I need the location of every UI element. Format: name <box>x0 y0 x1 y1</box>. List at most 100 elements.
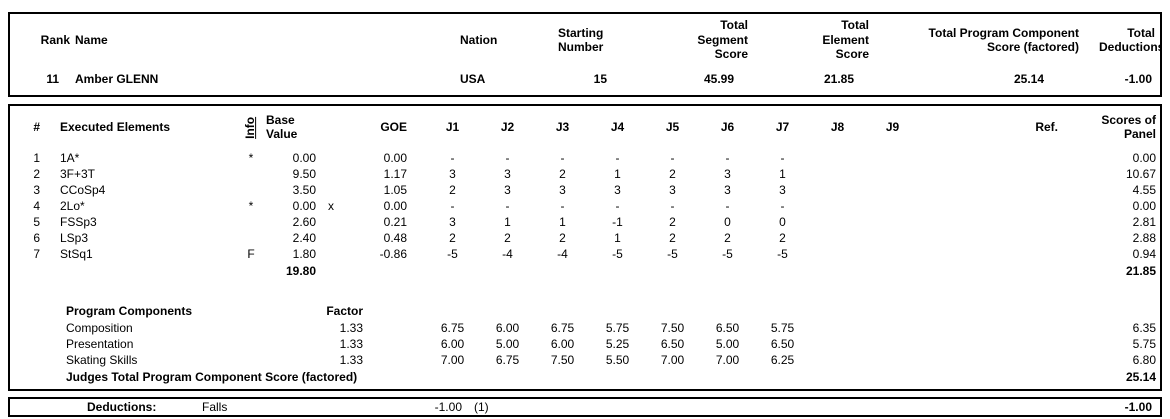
competitor-pcs-factored: 25.14 <box>1013 72 1044 86</box>
element-j5-score: - <box>670 199 675 213</box>
element-j4-score: 1 <box>614 231 621 245</box>
component-j1-score: 6.00 <box>440 337 465 351</box>
deductions-reason: Falls <box>202 400 228 414</box>
component-j5-score: 7.50 <box>660 321 685 335</box>
judges-total-row: Judges Total Program Component Score (fa… <box>10 368 1160 385</box>
component-j6-score: 5.00 <box>715 337 740 351</box>
element-j3-score: - <box>560 199 565 213</box>
component-j1-score: 6.75 <box>440 321 465 335</box>
component-j5-score: 7.00 <box>660 353 685 367</box>
element-panel-score: 0.00 <box>1132 151 1156 165</box>
element-name: 1A* <box>60 151 80 165</box>
judges-total-value: 25.14 <box>1125 369 1156 384</box>
competitor-summary-box: Rank Name Nation Starting Number Total S… <box>8 12 1162 97</box>
col-header-j2: J2 <box>500 120 515 135</box>
deductions-label: Deductions: <box>87 400 157 414</box>
col-header-nation: Nation <box>460 32 498 47</box>
component-panel-score: 5.75 <box>1132 337 1156 351</box>
element-info: * <box>248 151 254 165</box>
component-panel-score: 6.80 <box>1132 353 1156 367</box>
element-row: 2 3F+3T 9.50 1.17 3 3 2 1 2 3 1 <box>10 166 1160 182</box>
component-j7-score: 6.25 <box>770 353 795 367</box>
element-j3-score: 2 <box>559 231 566 245</box>
col-header-j9: J9 <box>885 120 900 135</box>
judges-total-label: Judges Total Program Component Score (fa… <box>66 369 358 384</box>
col-header-info: Info <box>236 106 266 150</box>
competitor-rank: 11 <box>46 72 59 86</box>
element-info <box>236 214 266 230</box>
element-base-value: 2.40 <box>292 231 316 245</box>
element-x-marker <box>316 166 346 182</box>
col-header-j8: J8 <box>830 120 845 135</box>
total-base-value: 19.80 <box>285 263 316 278</box>
element-panel-score: 0.00 <box>1132 199 1156 213</box>
col-header-base-value: Base Value <box>266 113 298 141</box>
element-j5-score: - <box>670 151 675 165</box>
element-j5-score: -5 <box>667 247 678 261</box>
col-header-element-score: Total Element Score <box>822 18 869 62</box>
element-j2-score: - <box>505 151 510 165</box>
component-panel-score: 6.35 <box>1132 321 1156 335</box>
element-row: 3 CCoSp4 3.50 1.05 2 3 3 3 3 3 3 <box>10 182 1160 198</box>
element-base-value: 0.00 <box>292 199 316 213</box>
element-x-marker <box>316 214 346 230</box>
element-j8-score <box>810 198 865 214</box>
element-j6-score: 3 <box>724 167 731 181</box>
judges-score-sheet: Rank Name Nation Starting Number Total S… <box>0 12 1170 419</box>
col-header-j5: J5 <box>665 120 680 135</box>
element-row: 6 LSp3 2.40 0.48 2 2 2 1 2 2 2 <box>10 230 1160 246</box>
col-header-j6: J6 <box>720 120 735 135</box>
element-row: 4 2Lo* * 0.00 x 0.00 - - - - - - - <box>10 198 1160 214</box>
element-j4-score: - <box>615 199 620 213</box>
deductions-row: Deductions: Falls -1.00 (1) -1.00 <box>10 399 1160 415</box>
col-header-ref: Ref. <box>1035 120 1058 135</box>
element-number: 6 <box>33 231 40 245</box>
element-j3-score: -4 <box>557 247 568 261</box>
component-factor: 1.33 <box>339 337 363 351</box>
element-j5-score: 2 <box>669 231 676 245</box>
element-ref <box>920 150 1070 166</box>
element-j2-score: 3 <box>504 183 511 197</box>
element-panel-score: 4.55 <box>1132 183 1156 197</box>
component-row: Presentation 1.33 6.00 5.00 6.00 5.25 6.… <box>10 336 1160 352</box>
element-j9-score <box>865 150 920 166</box>
col-header-starting-number: Starting Number <box>558 25 604 54</box>
element-x-marker <box>316 182 346 198</box>
element-x-marker <box>316 150 346 166</box>
component-j2-score: 5.00 <box>495 337 520 351</box>
element-name: FSSp3 <box>60 215 97 229</box>
element-j1-score: 2 <box>449 183 456 197</box>
component-ref <box>920 352 1070 368</box>
element-x-marker <box>316 230 346 246</box>
component-j4-score: 5.25 <box>605 337 630 351</box>
element-base-value: 1.80 <box>292 247 316 261</box>
element-info: F <box>247 247 255 261</box>
element-x-marker: x <box>328 199 334 213</box>
element-j6-score: - <box>725 151 730 165</box>
component-j5-score: 6.50 <box>660 337 685 351</box>
factor-header: Factor <box>326 303 363 318</box>
element-j8-score <box>810 246 865 262</box>
col-header-goe: GOE <box>380 120 407 135</box>
components-rows: Composition 1.33 6.75 6.00 6.75 5.75 7.5… <box>10 320 1160 368</box>
element-j7-score: - <box>780 151 785 165</box>
element-j2-score: -4 <box>502 247 513 261</box>
element-j7-score: 2 <box>779 231 786 245</box>
component-j4-score: 5.50 <box>605 353 630 367</box>
elements-table: # Executed Elements Info Base Value GOE … <box>10 106 1160 389</box>
competitor-element-score: 21.85 <box>823 72 854 86</box>
element-goe: -0.86 <box>379 247 407 261</box>
components-title: Program Components <box>66 303 193 318</box>
component-j6-score: 6.50 <box>715 321 740 335</box>
components-header-row: Program Components Factor <box>10 301 1160 320</box>
component-j2-score: 6.00 <box>495 321 520 335</box>
element-name: LSp3 <box>60 231 89 245</box>
component-ref <box>920 320 1070 336</box>
element-j7-score: - <box>780 199 785 213</box>
element-j7-score: 3 <box>779 183 786 197</box>
element-base-value: 3.50 <box>292 183 316 197</box>
col-header-executed-elements: Executed Elements <box>60 120 171 135</box>
element-j2-score: 1 <box>504 215 511 229</box>
element-j3-score: 2 <box>559 167 566 181</box>
col-header-number: # <box>33 120 40 135</box>
